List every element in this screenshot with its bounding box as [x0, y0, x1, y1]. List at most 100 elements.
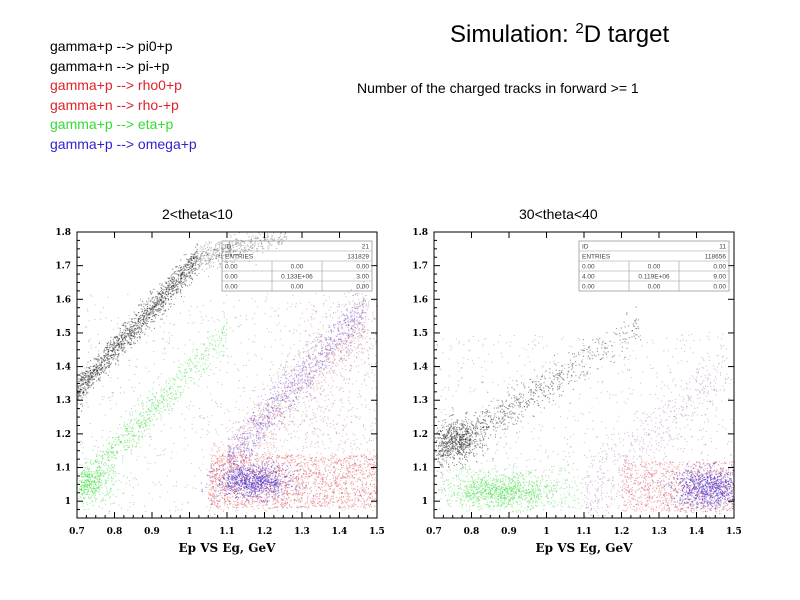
- scatter-point: [160, 308, 162, 310]
- scatter-point: [94, 372, 96, 374]
- scatter-point: [323, 304, 325, 306]
- scatter-point: [96, 380, 98, 382]
- scatter-point: [200, 357, 202, 359]
- scatter-point: [87, 406, 89, 408]
- scatter-point: [89, 472, 91, 474]
- scatter-point: [328, 459, 330, 461]
- scatter-point: [121, 344, 123, 346]
- scatter-point: [166, 405, 168, 407]
- scatter-point: [128, 314, 130, 316]
- scatter-point: [296, 511, 298, 513]
- scatter-point: [134, 386, 136, 388]
- scatter-point: [139, 299, 141, 301]
- scatter-point: [101, 436, 103, 438]
- scatter-point: [120, 340, 122, 342]
- scatter-point: [277, 243, 279, 245]
- scatter-point: [143, 320, 145, 322]
- scatter-point: [265, 236, 267, 238]
- scatter-point: [324, 495, 326, 497]
- scatter-point: [118, 346, 120, 348]
- scatter-point: [97, 480, 99, 482]
- scatter-point: [208, 431, 210, 433]
- scatter-point: [360, 472, 362, 474]
- scatter-point: [215, 249, 217, 251]
- scatter-point: [111, 443, 113, 445]
- scatter-point: [244, 242, 246, 244]
- scatter-point: [153, 314, 155, 316]
- scatter-point: [137, 397, 139, 399]
- scatter-point: [126, 335, 128, 337]
- scatter-point: [170, 457, 172, 459]
- scatter-point: [98, 362, 100, 364]
- scatter-point: [93, 378, 95, 380]
- scatter-point: [248, 466, 250, 468]
- scatter-point: [348, 396, 350, 398]
- scatter-point: [136, 328, 138, 330]
- scatter-point: [311, 502, 313, 504]
- scatter-point: [163, 289, 165, 291]
- scatter-point: [142, 322, 144, 324]
- scatter-point: [173, 276, 175, 278]
- scatter-point: [122, 443, 124, 445]
- scatter-point: [312, 465, 314, 467]
- scatter-point: [117, 327, 119, 329]
- scatter-point: [370, 337, 372, 339]
- scatter-point: [120, 346, 122, 348]
- scatter-point: [78, 487, 80, 489]
- scatter-point: [351, 326, 353, 328]
- scatter-point: [290, 347, 292, 349]
- scatter-point: [242, 492, 244, 494]
- scatter-point: [130, 320, 132, 322]
- scatter-point: [77, 396, 79, 398]
- scatter-point: [329, 410, 331, 412]
- scatter-point: [180, 269, 182, 271]
- scatter-point: [124, 331, 126, 333]
- scatter-point: [123, 424, 125, 426]
- scatter-point: [195, 263, 197, 265]
- scatter-point: [337, 485, 339, 487]
- scatter-point: [110, 503, 112, 505]
- scatter-point: [192, 362, 194, 364]
- scatter-point: [194, 256, 196, 258]
- scatter-point: [96, 475, 98, 477]
- scatter-point: [163, 301, 165, 303]
- scatter-point: [203, 417, 205, 419]
- scatter-point: [347, 495, 349, 497]
- scatter-point: [152, 296, 154, 298]
- scatter-point: [171, 451, 173, 453]
- scatter-point: [218, 254, 220, 256]
- scatter-point: [184, 269, 186, 271]
- scatter-point: [88, 488, 90, 490]
- scatter-point: [84, 509, 86, 511]
- scatter-point: [234, 317, 236, 319]
- scatter-point: [238, 380, 240, 382]
- scatter-point: [128, 445, 130, 447]
- scatter-point: [155, 305, 157, 307]
- scatter-point: [188, 259, 190, 261]
- scatter-point: [322, 502, 324, 504]
- scatter-point: [277, 496, 279, 498]
- scatter-point: [146, 311, 148, 313]
- scatter-point: [103, 355, 105, 357]
- scatter-point: [104, 503, 106, 505]
- scatter-point: [151, 298, 153, 300]
- scatter-point: [207, 257, 209, 259]
- scatter-point: [115, 364, 117, 366]
- scatter-point: [90, 376, 92, 378]
- scatter-point: [107, 443, 109, 445]
- scatter-point: [346, 464, 348, 466]
- scatter-point: [187, 267, 189, 269]
- scatter-point: [174, 286, 176, 288]
- scatter-point: [109, 400, 111, 402]
- scatter-point: [342, 323, 344, 325]
- scatter-point: [300, 461, 302, 463]
- scatter-point: [307, 483, 309, 485]
- scatter-point: [149, 313, 151, 315]
- scatter-point: [288, 462, 290, 464]
- scatter-point: [101, 361, 103, 363]
- scatter-point: [232, 244, 234, 246]
- scatter-point: [354, 462, 356, 464]
- scatter-point: [271, 491, 273, 493]
- scatter-point: [156, 296, 158, 298]
- scatter-point: [96, 366, 98, 368]
